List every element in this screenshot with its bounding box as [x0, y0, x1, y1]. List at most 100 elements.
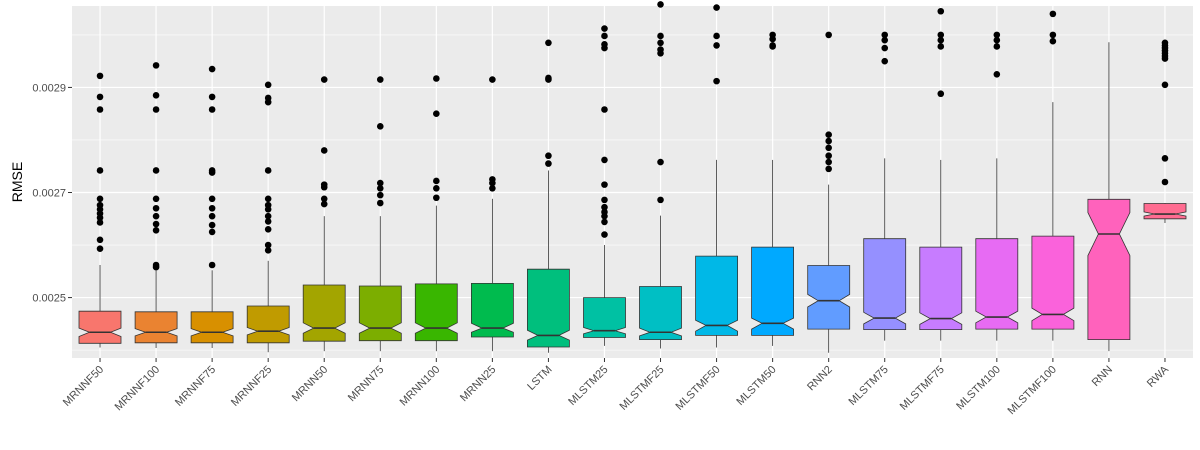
x-tick-label: MRNNF50: [61, 364, 106, 409]
outlier-point: [433, 194, 440, 202]
outlier-point: [657, 158, 664, 166]
y-axis-ticks: 0.0025 0.0027 0.0029: [32, 82, 72, 305]
outlier-point: [376, 191, 384, 199]
x-tick-label: RNN2: [805, 364, 835, 394]
outlier-point: [993, 36, 1001, 44]
outlier-point: [825, 131, 832, 139]
outlier-point: [96, 245, 104, 253]
outlier-point: [601, 218, 608, 226]
outlier-point: [376, 123, 384, 130]
box-body: [134, 311, 178, 344]
outlier-point: [433, 75, 440, 82]
outlier-point: [208, 65, 216, 73]
outlier-point: [264, 241, 272, 249]
outlier-point: [601, 181, 608, 188]
outlier-point: [208, 221, 216, 229]
outlier-point: [320, 147, 328, 154]
outlier-point: [489, 179, 496, 187]
x-tick-label: MRNN100: [398, 364, 443, 409]
outlier-point: [657, 196, 664, 204]
box-body: [527, 268, 570, 348]
outlier-point: [96, 106, 104, 113]
outlier-point: [376, 76, 384, 83]
outlier-point: [1049, 31, 1057, 39]
outlier-point: [657, 49, 664, 57]
outlier-point: [433, 185, 440, 192]
outlier-point: [264, 98, 272, 106]
outlier-point: [993, 43, 1001, 50]
outlier-point: [937, 7, 945, 15]
outlier-point: [320, 200, 328, 208]
x-tick-label: LSTM: [525, 364, 554, 393]
x-tick-label: MRNN50: [290, 364, 330, 404]
outlier-point: [601, 203, 608, 211]
box-mlstmf100: [1031, 10, 1075, 341]
outlier-point: [881, 36, 889, 44]
outlier-point: [264, 195, 272, 203]
box-body: [639, 286, 682, 341]
outlier-point: [376, 199, 384, 207]
x-tick-label: MRNNF100: [113, 364, 163, 414]
x-tick-label: MLSTM75: [846, 364, 890, 408]
outlier-point: [96, 236, 104, 244]
outlier-point: [1161, 55, 1169, 62]
outlier-point: [320, 76, 328, 83]
outlier-point: [713, 32, 720, 40]
box-mlstmf75: [919, 7, 963, 341]
outlier-point: [320, 183, 328, 191]
outlier-point: [545, 39, 552, 47]
box-mrnn100: [414, 75, 458, 352]
outlier-point: [601, 44, 608, 52]
outlier-point: [152, 212, 160, 220]
outlier-point: [713, 4, 720, 11]
box-mlstmf50: [695, 4, 738, 348]
outlier-point: [96, 214, 104, 222]
box-series: [78, 1, 1187, 353]
outlier-point: [1161, 155, 1169, 162]
box-body: [246, 305, 290, 344]
box-body: [190, 311, 234, 344]
box-body: [695, 255, 738, 336]
box-mlstmf25: [639, 1, 682, 349]
box-body: [470, 282, 514, 338]
box-body: [414, 283, 458, 342]
box-mlstm100: [975, 31, 1019, 341]
outlier-point: [376, 179, 384, 187]
outlier-point: [1049, 37, 1057, 45]
box-mrnnf100: [134, 62, 178, 349]
outlier-point: [825, 158, 832, 166]
outlier-point: [152, 62, 160, 69]
outlier-point: [937, 43, 945, 50]
outlier-point: [208, 93, 216, 101]
box-body: [1143, 203, 1187, 220]
outlier-point: [601, 106, 608, 113]
outlier-point: [208, 228, 216, 236]
outlier-point: [545, 76, 552, 83]
outlier-point: [152, 227, 160, 234]
outlier-point: [601, 231, 608, 238]
x-tick-label: MLSTMF100: [1006, 364, 1059, 417]
outlier-point: [264, 218, 272, 225]
outlier-point: [881, 44, 889, 52]
outlier-point: [264, 212, 272, 220]
outlier-point: [881, 31, 889, 39]
outlier-point: [937, 36, 945, 44]
box-body: [807, 265, 851, 330]
box-body: [863, 238, 907, 331]
box-lstm: [527, 39, 570, 353]
outlier-point: [208, 204, 216, 212]
box-rnn: [1087, 42, 1131, 352]
outlier-point: [545, 160, 552, 167]
outlier-point: [769, 43, 776, 50]
box-body: [751, 246, 794, 336]
outlier-point: [264, 246, 272, 254]
outlier-point: [489, 76, 496, 83]
outlier-point: [825, 31, 832, 39]
y-tick-label: 0.0025: [32, 293, 66, 305]
box-body: [358, 285, 402, 342]
box-body: [919, 246, 963, 331]
box-mrnn25: [470, 76, 514, 352]
box-mrnnf50: [78, 72, 122, 348]
outlier-point: [1161, 178, 1169, 186]
